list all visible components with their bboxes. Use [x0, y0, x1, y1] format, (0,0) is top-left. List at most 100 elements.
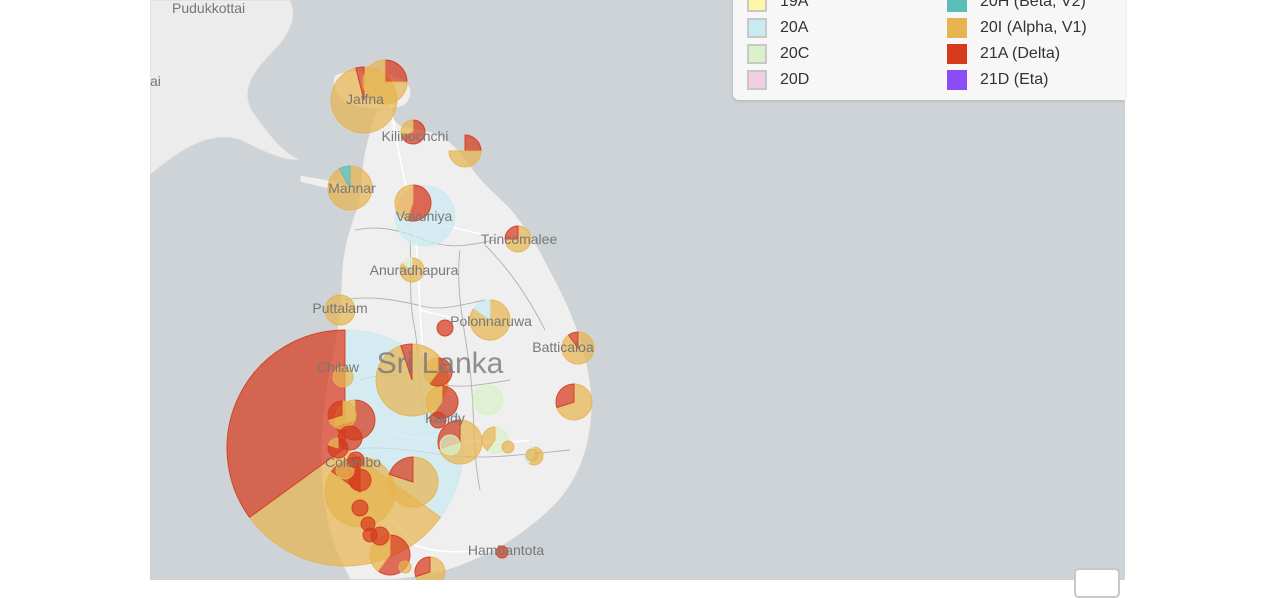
pie-marker-hambantota[interactable]	[495, 545, 509, 559]
pie-marker-batticaloa[interactable]	[561, 331, 595, 365]
pie-slice[interactable]	[429, 357, 453, 387]
pie-marker-kurunegala-dot[interactable]	[429, 411, 447, 429]
pie-marker-colombo-b[interactable]	[327, 437, 349, 459]
pie-slice[interactable]	[504, 225, 519, 240]
pie-marker-colombo-c[interactable]	[347, 451, 365, 469]
pie-slice[interactable]	[362, 59, 408, 105]
pie-marker-colombo-d[interactable]	[335, 460, 355, 480]
pie-marker-kandy[interactable]	[425, 385, 459, 419]
pie-slice[interactable]	[414, 556, 431, 578]
pie-markers[interactable]	[226, 59, 595, 580]
place-label: Kilinochchi	[382, 128, 449, 144]
pie-marker-badulla-dot[interactable]	[525, 448, 539, 462]
pie-slice[interactable]	[555, 383, 575, 409]
pie-slice[interactable]	[355, 66, 365, 101]
pie-slice[interactable]	[464, 134, 482, 152]
pie-slice[interactable]	[439, 434, 461, 456]
pie-slice[interactable]	[394, 184, 414, 221]
legend-swatch	[747, 44, 767, 64]
pie-slice[interactable]	[448, 150, 482, 168]
legend-label: 19A	[780, 0, 809, 10]
pie-marker-ratnapura[interactable]	[387, 456, 439, 508]
pie-marker-mullaitivu[interactable]	[448, 134, 482, 168]
pie-slice[interactable]	[335, 460, 355, 480]
map-canvas[interactable]: Pudukkottai ai Jaffna Kilinochchi Mannar Vavu…	[150, 0, 1125, 580]
pie-slice[interactable]	[327, 437, 339, 449]
pie-slice[interactable]	[400, 119, 414, 137]
pie-slice[interactable]	[327, 437, 349, 459]
pie-marker-trincomalee[interactable]	[504, 225, 532, 253]
legend-swatch	[947, 0, 967, 12]
pie-marker-colombo-e[interactable]	[348, 468, 372, 492]
legend-item[interactable]: 20D	[747, 70, 809, 90]
pie-marker-chilaw-small[interactable]	[332, 366, 354, 388]
pie-slice[interactable]	[384, 59, 408, 83]
pie-marker-colombo-h[interactable]	[351, 499, 369, 517]
pie-marker-kandy-east[interactable]	[439, 434, 461, 456]
pie-slice[interactable]	[429, 411, 447, 429]
pie-marker-mannar[interactable]	[327, 165, 373, 211]
pie-marker-matara[interactable]	[414, 556, 446, 580]
pie-slice[interactable]	[347, 451, 365, 469]
pie-marker-colombo-g[interactable]	[327, 400, 357, 430]
legend-label: 21A (Delta)	[980, 45, 1061, 62]
pie-marker-jaffna-north[interactable]	[362, 59, 408, 105]
pie-slice[interactable]	[226, 329, 346, 519]
pie-slice[interactable]	[338, 165, 351, 189]
legend-item[interactable]: 19A	[747, 0, 808, 12]
legend-swatch	[747, 70, 767, 90]
pie-marker-kilinochchi[interactable]	[400, 119, 426, 145]
legend-label: 20I (Alpha, V1)	[980, 19, 1087, 36]
pie-marker-kegalle[interactable]	[423, 357, 453, 387]
pie-marker-colombo-i[interactable]	[398, 560, 412, 574]
legend-item[interactable]: 21D (Eta)	[947, 70, 1048, 90]
pie-marker-matale[interactable]	[472, 384, 504, 416]
pie-slice[interactable]	[388, 456, 414, 483]
pie-slice[interactable]	[473, 299, 491, 321]
pie-marker-puttalam[interactable]	[324, 294, 356, 326]
pie-slice[interactable]	[472, 384, 504, 416]
place-label: ai	[150, 73, 161, 89]
pie-slice[interactable]	[567, 331, 579, 350]
clade-legend: 19A 20A 20C 20D 20H (Beta, V2) 20I (Alpha, V1…	[733, 0, 1125, 100]
place-label: Trincomalee	[481, 231, 558, 247]
pie-slice[interactable]	[400, 343, 413, 381]
pie-marker-anuradhapura[interactable]	[399, 257, 425, 283]
pie-slice[interactable]	[324, 294, 356, 326]
pie-slice[interactable]	[401, 257, 413, 271]
pie-slice[interactable]	[327, 400, 343, 420]
pie-slice[interactable]	[332, 366, 354, 388]
pie-slice[interactable]	[387, 456, 439, 508]
legend-label: 20H (Beta, V2)	[980, 0, 1086, 10]
place-label: Hambantota	[468, 542, 544, 558]
map-zoom-control[interactable]	[1074, 568, 1120, 598]
pie-marker-kalutara-south2[interactable]	[360, 516, 376, 532]
pie-slice[interactable]	[501, 440, 515, 454]
pie-slice[interactable]	[525, 448, 539, 462]
pie-slice[interactable]	[423, 357, 439, 385]
pie-slice[interactable]	[481, 426, 496, 452]
pie-slice[interactable]	[360, 516, 376, 532]
pie-slice[interactable]	[394, 185, 456, 247]
pie-slice[interactable]	[495, 545, 509, 559]
place-label: Puttalam	[312, 300, 367, 316]
legend-label: 20A	[780, 19, 809, 36]
legend-item[interactable]: 21A (Delta)	[947, 44, 1060, 64]
place-labels: Pudukkottai ai Jaffna Kilinochchi Mannar Vavu…	[150, 0, 594, 558]
pie-slice[interactable]	[398, 560, 412, 574]
pie-marker-polonnaruwa[interactable]	[469, 299, 511, 341]
pie-marker-vavuniya[interactable]	[394, 184, 432, 222]
legend-item[interactable]: 20I (Alpha, V1)	[947, 18, 1087, 38]
pie-marker-ampara[interactable]	[555, 383, 593, 421]
pie-marker-ampara-dot[interactable]	[501, 440, 515, 454]
place-label: Pudukkottai	[172, 0, 245, 16]
pie-marker-polonnaruwa-west[interactable]	[436, 319, 454, 337]
pie-slice[interactable]	[351, 499, 369, 517]
pie-slice[interactable]	[348, 468, 372, 492]
place-label: Colombo	[325, 454, 381, 470]
legend-item[interactable]: 20H (Beta, V2)	[947, 0, 1086, 12]
legend-item[interactable]: 20A	[747, 18, 808, 38]
legend-item[interactable]: 20C	[747, 44, 809, 64]
legend-label: 21D (Eta)	[980, 71, 1049, 88]
pie-slice[interactable]	[436, 319, 454, 337]
